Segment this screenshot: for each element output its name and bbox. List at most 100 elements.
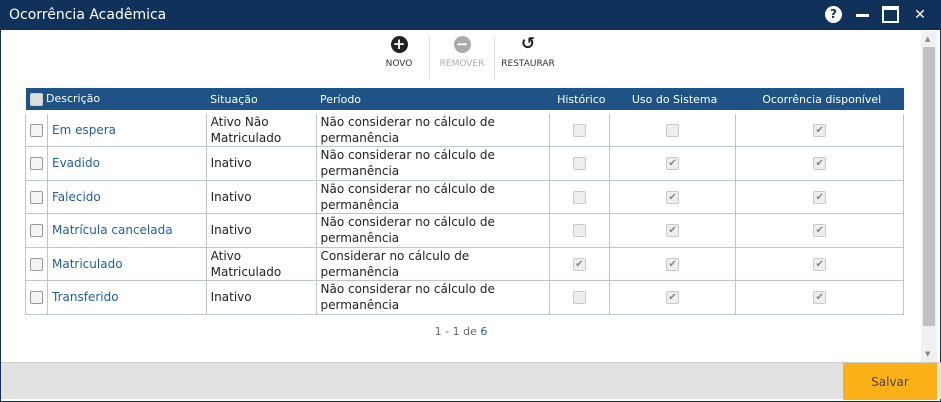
salvar-button[interactable]: Salvar [843, 363, 937, 400]
uso-cell: ✔ [608, 213, 737, 248]
descricao-cell: Evadido [47, 146, 207, 181]
disponivel-checkbox: ✔ [813, 291, 827, 305]
situacao-cell: Inativo [205, 280, 317, 315]
descricao-link[interactable]: Evadido [52, 156, 100, 171]
periodo-cell: Não considerar no cálculo de permanência [315, 111, 550, 147]
close-icon[interactable]: ✕ [914, 7, 926, 23]
uso-cell: ✔ [608, 146, 737, 181]
select-all-checkbox[interactable] [29, 92, 43, 106]
disponivel-checkbox: ✔ [813, 157, 827, 171]
select-cell [25, 246, 48, 281]
header-situacao[interactable]: Situação [206, 88, 316, 114]
disponivel-cell: ✔ [735, 146, 904, 181]
descricao-cell: Matriculado [47, 246, 207, 281]
help-icon[interactable]: ? [825, 6, 842, 23]
header-label: Descrição [46, 92, 101, 106]
minus-circle-icon: − [453, 36, 471, 53]
historico-cell: ✔ [548, 246, 610, 281]
restaurar-button[interactable]: ↺ RESTAURAR [501, 34, 555, 70]
historico-checkbox [572, 190, 586, 204]
maximize-icon[interactable] [882, 6, 899, 23]
historico-checkbox [572, 224, 586, 238]
historico-cell [548, 179, 610, 214]
table-row[interactable]: Matriculado Ativo Matriculado Considerar… [25, 246, 904, 281]
divider [429, 36, 430, 79]
row-checkbox[interactable] [30, 291, 43, 305]
periodo-cell: Considerar no cálculo de permanência [315, 246, 550, 281]
uso-checkbox: ✔ [666, 190, 680, 204]
descricao-cell: Falecido [47, 179, 207, 214]
select-cell [25, 146, 48, 181]
row-checkbox[interactable] [30, 224, 43, 238]
descricao-cell: Matrícula cancelada [47, 213, 207, 248]
historico-checkbox [572, 124, 586, 137]
uso-cell: ✔ [608, 179, 737, 214]
disponivel-checkbox: ✔ [813, 124, 827, 137]
header-ocorrencia-disponivel[interactable]: Ocorrência disponível [735, 88, 904, 114]
header-uso-sistema[interactable]: Uso do Sistema [609, 88, 736, 114]
pagination-total[interactable]: 6 [480, 325, 488, 338]
disponivel-cell: ✔ [735, 280, 904, 315]
situacao-cell: Inativo [205, 146, 317, 181]
novo-label: NOVO [385, 59, 413, 69]
header-descricao[interactable]: Descrição [25, 88, 207, 114]
disponivel-cell: ✔ [735, 213, 904, 248]
disponivel-cell: ✔ [735, 246, 904, 281]
uso-cell: ✔ [608, 246, 737, 281]
remover-button[interactable]: − REMOVER [438, 36, 486, 69]
historico-cell [548, 213, 610, 248]
uso-checkbox: ✔ [666, 257, 680, 271]
row-checkbox[interactable] [30, 124, 43, 137]
table-header: Descrição Situação Período Histórico Uso… [25, 88, 904, 114]
header-periodo[interactable]: Período [316, 88, 550, 114]
periodo-cell: Não considerar no cálculo de permanência [315, 146, 550, 181]
pagination-range: 1 - 1 de [434, 325, 477, 338]
periodo-cell: Não considerar no cálculo de permanência [315, 213, 550, 248]
historico-checkbox [572, 291, 586, 305]
historico-checkbox [572, 157, 586, 171]
title-bar: Ocorrência Acadêmica ? ✕ [1, 0, 941, 30]
situacao-cell: Ativo Matriculado [205, 246, 317, 281]
descricao-link[interactable]: Transferido [52, 290, 119, 305]
disponivel-checkbox: ✔ [813, 224, 827, 238]
scrollbar-thumb[interactable] [923, 47, 935, 326]
toolbar: + NOVO − REMOVER ↺ RESTAURAR [1, 36, 921, 80]
select-cell [25, 213, 48, 248]
table-row[interactable]: Falecido Inativo Não considerar no cálcu… [25, 179, 904, 214]
uso-cell: ✔ [608, 280, 737, 315]
disponivel-checkbox: ✔ [813, 190, 827, 204]
periodo-cell: Não considerar no cálculo de permanência [315, 280, 550, 315]
periodo-cell: Não considerar no cálculo de permanência [315, 179, 550, 214]
window-title: Ocorrência Acadêmica [9, 7, 167, 23]
table-row[interactable]: Transferido Inativo Não considerar no cá… [25, 280, 904, 315]
row-checkbox[interactable] [30, 257, 43, 271]
situacao-cell: Inativo [205, 213, 317, 248]
disponivel-cell: ✔ [735, 111, 904, 147]
descricao-cell: Transferido [47, 280, 207, 315]
remover-label: REMOVER [439, 59, 485, 69]
uso-checkbox [666, 124, 680, 137]
vertical-scrollbar[interactable]: ▲ ▼ [921, 31, 937, 362]
scroll-up-icon[interactable]: ▲ [925, 35, 931, 43]
select-cell [25, 111, 48, 147]
row-checkbox[interactable] [30, 190, 43, 204]
table-row[interactable]: Em espera Ativo Não Matriculado Não cons… [25, 111, 904, 147]
table-row[interactable]: Matrícula cancelada Inativo Não consider… [25, 213, 904, 248]
scroll-down-icon[interactable]: ▼ [925, 350, 931, 358]
historico-cell [548, 146, 610, 181]
row-checkbox[interactable] [30, 157, 43, 171]
plus-circle-icon: + [390, 36, 408, 53]
ocorrencias-table: Descrição Situação Período Histórico Uso… [25, 88, 904, 315]
minimize-icon[interactable] [854, 6, 872, 24]
descricao-link[interactable]: Em espera [52, 123, 117, 137]
restore-history-icon: ↺ [520, 34, 536, 54]
novo-button[interactable]: + NOVO [381, 36, 417, 69]
table-row[interactable]: Evadido Inativo Não considerar no cálcul… [25, 146, 904, 181]
uso-checkbox: ✔ [666, 224, 680, 238]
descricao-link[interactable]: Matrícula cancelada [52, 223, 173, 238]
header-historico[interactable]: Histórico [549, 88, 610, 114]
descricao-cell: Em espera [47, 111, 207, 147]
descricao-link[interactable]: Matriculado [52, 256, 123, 271]
descricao-link[interactable]: Falecido [52, 189, 101, 204]
